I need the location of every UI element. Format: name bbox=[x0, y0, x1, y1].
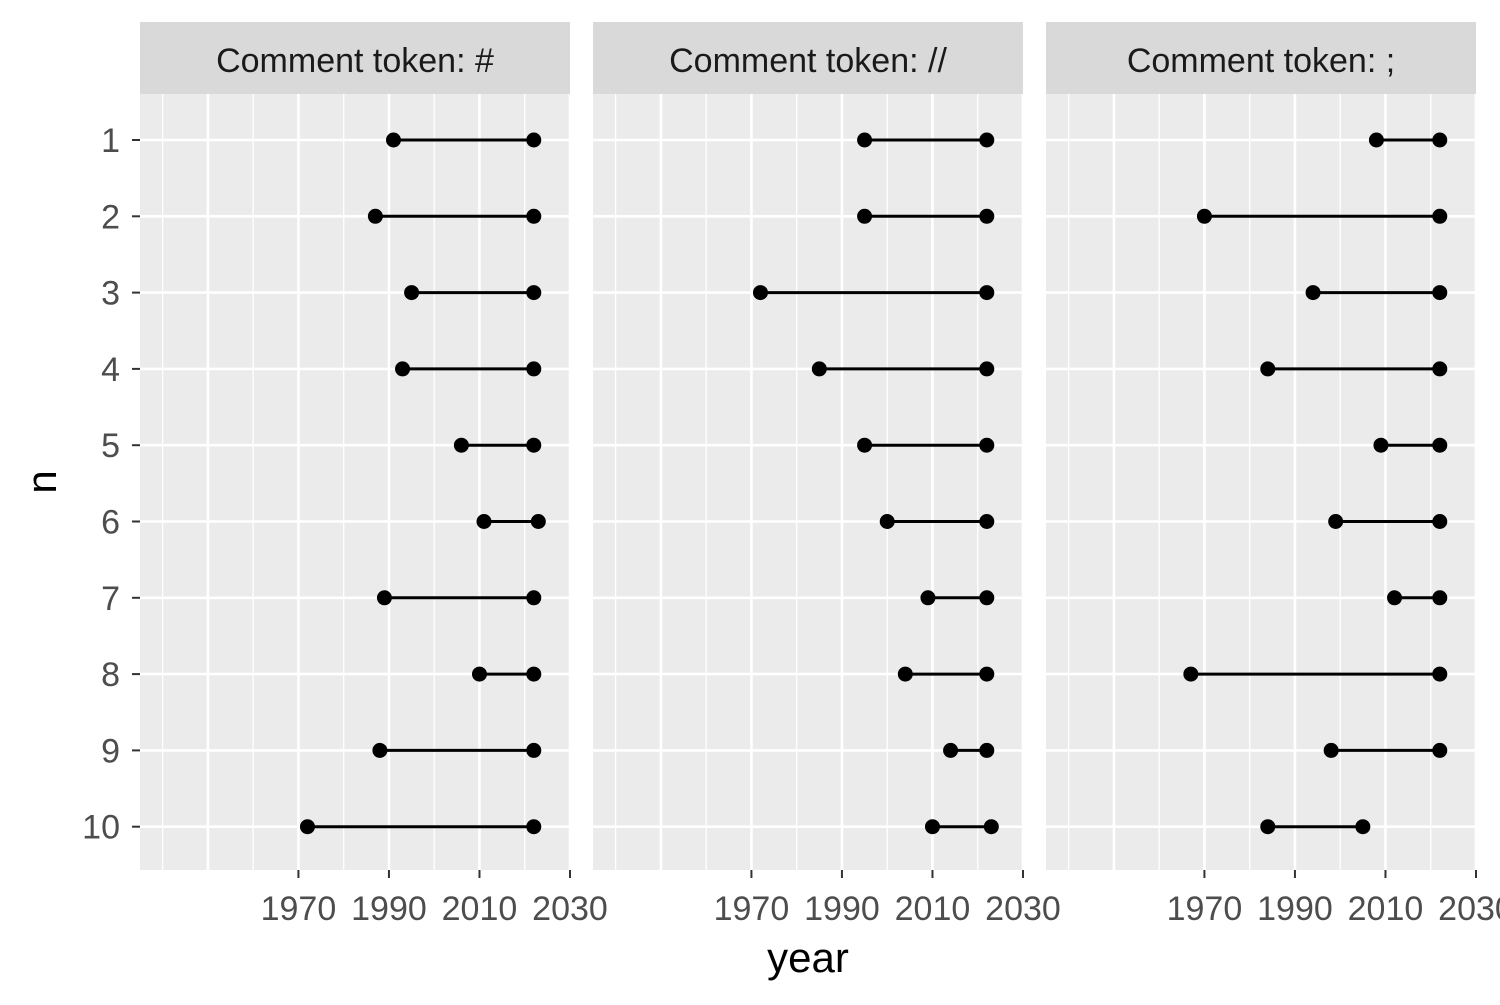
y-tick-label: 5 bbox=[101, 427, 120, 465]
y-tick-label: 4 bbox=[101, 351, 120, 389]
start-point bbox=[857, 437, 873, 453]
end-point bbox=[1432, 742, 1448, 758]
end-point bbox=[526, 819, 542, 835]
end-point bbox=[979, 285, 995, 301]
x-tick-label: 2010 bbox=[1348, 890, 1424, 928]
start-point bbox=[924, 819, 940, 835]
start-point bbox=[376, 590, 392, 606]
start-point bbox=[943, 742, 959, 758]
end-point bbox=[1432, 208, 1448, 224]
panel-background bbox=[593, 94, 1023, 870]
end-point bbox=[526, 285, 542, 301]
end-point bbox=[1432, 514, 1448, 529]
y-tick-label: 1 bbox=[101, 122, 120, 160]
x-tick-label: 1990 bbox=[1257, 890, 1333, 928]
facet-panel: Comment token: // 1970 1990 2010 2030 bbox=[593, 22, 1061, 928]
facet-strip-label: Comment token: # bbox=[216, 42, 494, 80]
panel-background bbox=[1046, 94, 1476, 870]
panel-background bbox=[140, 94, 570, 870]
facet-panel: Comment token: ; 1970 1990 2010 2030 bbox=[1046, 22, 1500, 928]
end-point bbox=[530, 514, 546, 529]
start-point bbox=[1373, 437, 1389, 453]
start-point bbox=[1196, 208, 1212, 224]
y-axis-title: n bbox=[18, 470, 65, 493]
end-point bbox=[526, 590, 542, 606]
x-tick-label: 1970 bbox=[714, 890, 790, 928]
end-point bbox=[979, 666, 995, 682]
end-point bbox=[1355, 819, 1371, 835]
end-point bbox=[1432, 666, 1448, 682]
end-point bbox=[979, 742, 995, 758]
end-point bbox=[526, 742, 542, 758]
y-tick-label: 10 bbox=[82, 809, 120, 847]
end-point bbox=[979, 590, 995, 606]
x-tick-label: 2010 bbox=[895, 890, 971, 928]
y-tick-label: 3 bbox=[101, 275, 120, 313]
x-tick-label: 2030 bbox=[532, 890, 608, 928]
start-point bbox=[1260, 361, 1276, 377]
start-point bbox=[372, 742, 388, 758]
start-point bbox=[857, 132, 873, 148]
start-point bbox=[395, 361, 411, 377]
end-point bbox=[526, 437, 542, 453]
start-point bbox=[811, 361, 827, 377]
y-tick-label: 7 bbox=[101, 580, 120, 618]
end-point bbox=[979, 514, 995, 529]
y-tick-label: 2 bbox=[101, 198, 120, 236]
end-point bbox=[526, 208, 542, 224]
facet-panels: Comment token: #1970 1990 2010 2030Comment … bbox=[140, 22, 1500, 928]
y-axis: 1 2 3 4 5 6 7 8 9 10 bbox=[82, 122, 140, 847]
start-point bbox=[1387, 590, 1403, 606]
start-point bbox=[879, 514, 895, 529]
end-point bbox=[526, 666, 542, 682]
facet-panel: Comment token: # 1970 1990 2010 2030 bbox=[140, 22, 608, 928]
end-point bbox=[979, 132, 995, 148]
x-axis-title: year bbox=[767, 934, 849, 981]
x-tick-label: 2030 bbox=[1438, 890, 1500, 928]
start-point bbox=[404, 285, 420, 301]
start-point bbox=[1260, 819, 1276, 835]
end-point bbox=[1432, 132, 1448, 148]
start-point bbox=[476, 514, 492, 529]
end-point bbox=[1432, 285, 1448, 301]
end-point bbox=[983, 819, 999, 835]
start-point bbox=[471, 666, 487, 682]
start-point bbox=[299, 819, 315, 835]
end-point bbox=[1432, 361, 1448, 377]
start-point bbox=[752, 285, 768, 301]
x-tick-label: 2030 bbox=[985, 890, 1061, 928]
end-point bbox=[979, 437, 995, 453]
facet-strip-label: Comment token: // bbox=[669, 42, 947, 80]
start-point bbox=[1328, 514, 1344, 529]
start-point bbox=[897, 666, 913, 682]
x-tick-label: 1970 bbox=[1167, 890, 1243, 928]
start-point bbox=[453, 437, 469, 453]
end-point bbox=[526, 132, 542, 148]
start-point bbox=[857, 208, 873, 224]
start-point bbox=[1305, 285, 1321, 301]
x-tick-label: 1990 bbox=[804, 890, 880, 928]
end-point bbox=[526, 361, 542, 377]
x-tick-label: 1970 bbox=[261, 890, 337, 928]
start-point bbox=[1323, 742, 1339, 758]
facet-strip bbox=[1046, 22, 1476, 94]
facet-strip bbox=[140, 22, 570, 94]
x-tick-label: 1990 bbox=[351, 890, 427, 928]
start-point bbox=[1368, 132, 1384, 148]
end-point bbox=[979, 208, 995, 224]
y-tick-label: 8 bbox=[101, 656, 120, 694]
end-point bbox=[979, 361, 995, 377]
facet-strip-label: Comment token: ; bbox=[1127, 42, 1395, 80]
y-tick-label: 9 bbox=[101, 732, 120, 770]
end-point bbox=[1432, 590, 1448, 606]
x-tick-label: 2010 bbox=[442, 890, 518, 928]
facet-strip bbox=[593, 22, 1023, 94]
start-point bbox=[920, 590, 936, 606]
start-point bbox=[1183, 666, 1199, 682]
y-tick-label: 6 bbox=[101, 504, 120, 542]
start-point bbox=[385, 132, 401, 148]
start-point bbox=[367, 208, 383, 224]
end-point bbox=[1432, 437, 1448, 453]
